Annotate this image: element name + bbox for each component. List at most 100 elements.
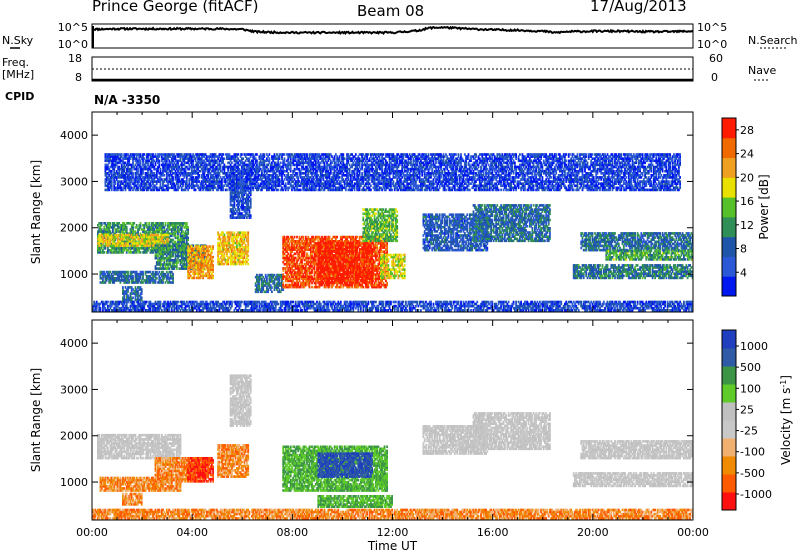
beam-title: Beam 08	[357, 2, 424, 20]
velocity-region-5	[217, 444, 249, 478]
velocity-region-8	[317, 452, 373, 478]
noise-tick-top-right: 10^5	[697, 21, 727, 34]
nave-label: Nave	[748, 64, 776, 77]
power-region-15	[573, 264, 694, 279]
power-region-16	[580, 232, 693, 251]
time-tick-6: 00:00	[677, 526, 709, 539]
velocity-frame	[92, 320, 693, 520]
velocity-colorbar-segment-6	[722, 384, 736, 403]
power-ytick-2000: 2000	[60, 222, 88, 235]
radar-summary-figure: 10^510^010^510^0 188600N/A -3350 1000200…	[0, 0, 800, 554]
time-tick-3: 12:00	[377, 526, 409, 539]
power-colorbar-segment-7	[722, 138, 736, 158]
nave-tick-bottom: 0	[711, 71, 718, 84]
velocity-colorbar-segment-2	[722, 456, 736, 475]
velocity-cells	[92, 374, 694, 519]
velocity-colorbar-segment-8	[722, 348, 736, 367]
power-colorbar-tick-28: 28	[740, 124, 754, 137]
time-tick-4: 16:00	[477, 526, 509, 539]
power-region-14	[473, 204, 551, 242]
velocity-colorbar-segment-0	[722, 492, 736, 511]
power-region-8	[255, 274, 284, 293]
velocity-colorbar-label: Velocity [m s-1]	[779, 375, 794, 465]
velocity-colorbar-segment-3	[722, 438, 736, 457]
freq-label-line2: [MHz]	[2, 68, 34, 81]
power-ytick-4000: 4000	[60, 129, 88, 142]
velocity-ytick-1000: 1000	[60, 476, 88, 489]
velocity-colorbar-segment-5	[722, 402, 736, 421]
power-colorbar-segment-8	[722, 118, 736, 138]
velocity-ytick-4000: 4000	[60, 337, 88, 350]
velocity-region-4	[187, 457, 214, 483]
power-colorbar-segment-4	[722, 197, 736, 217]
velocity-ytick-3000: 3000	[60, 383, 88, 396]
velocity-ylabel: Slant Range [km]	[29, 368, 43, 472]
velocity-colorbar-tick-2: 100	[740, 382, 761, 395]
power-colorbar-tick-16: 16	[740, 195, 754, 208]
velocity-colorbar-tick-7: -1000	[740, 488, 772, 501]
velocity-region-11	[573, 472, 694, 487]
velocity-region-12	[580, 440, 693, 459]
time-tick-1: 04:00	[176, 526, 208, 539]
noise-tick-bottom-left: 10^0	[58, 38, 88, 51]
velocity-colorbar-segment-1	[722, 474, 736, 493]
power-region-17	[605, 250, 693, 261]
power-cells	[92, 153, 694, 311]
power-colorbar-tick-4: 4	[740, 266, 747, 279]
date-title: 17/Aug/2013	[590, 0, 687, 15]
velocity-colorbar-tick-6: -500	[740, 467, 765, 480]
power-ytick-1000: 1000	[60, 268, 88, 281]
velocity-colorbar-tick-5: -100	[740, 446, 765, 459]
power-region-12	[380, 254, 406, 280]
noise-tick-top-left: 10^5	[58, 21, 88, 34]
nsky-label: N.Sky	[2, 34, 34, 47]
cpid-label: CPID	[5, 90, 34, 103]
power-ytick-3000: 3000	[60, 175, 88, 188]
time-tick-2: 08:00	[276, 526, 308, 539]
frequency-panel: 18 8 60 0 N/A -3350	[68, 52, 723, 107]
power-region-2	[100, 271, 174, 284]
velocity-region-6	[230, 374, 252, 427]
station-title: Prince George (fitACF)	[92, 0, 258, 15]
noise-panel: 10^5 10^0 10^5 10^0	[58, 21, 727, 51]
power-colorbar-segment-6	[722, 158, 736, 178]
nave-tick-top: 60	[709, 52, 723, 65]
velocity-ytick-2000: 2000	[60, 430, 88, 443]
nsky-series-line	[92, 27, 693, 33]
power-panel: 1000 2000 3000 4000 Slant Range [km]	[29, 112, 694, 312]
power-colorbar-label: Power [dB]	[757, 174, 771, 239]
velocity-region-13	[317, 495, 393, 508]
velocity-colorbar-tick-3: 25	[740, 403, 754, 416]
cpid-value: N/A -3350	[94, 93, 160, 107]
nsearch-label: N.Search	[748, 34, 798, 47]
freq-tick-top: 18	[68, 52, 82, 65]
velocity-region-10	[473, 412, 551, 450]
power-colorbar-segment-5	[722, 177, 736, 197]
power-colorbar-segment-3	[722, 217, 736, 237]
freq-tick-bottom: 8	[75, 71, 82, 84]
time-axis-label: Time UT	[367, 539, 418, 553]
velocity-region-0	[97, 434, 181, 460]
velocity-panel: 1000 2000 3000 4000 Slant Range [km] 00:00 04:…	[29, 320, 709, 553]
power-region-11	[362, 208, 398, 242]
velocity-colorbar-segment-9	[722, 330, 736, 349]
power-region-5	[187, 245, 214, 279]
velocity-colorbar-segment-4	[722, 420, 736, 439]
power-ylabel: Slant Range [km]	[29, 160, 43, 264]
power-colorbar-tick-12: 12	[740, 219, 754, 232]
velocity-region-2	[122, 493, 143, 506]
power-colorbar-tick-8: 8	[740, 243, 747, 256]
velocity-colorbar-tick-1: 500	[740, 361, 761, 374]
power-colorbar-tick-20: 20	[740, 171, 754, 184]
power-colorbar-segment-2	[722, 237, 736, 257]
power-region-6	[217, 231, 249, 265]
power-colorbar-tick-24: 24	[740, 148, 754, 161]
time-tick-5: 20:00	[577, 526, 609, 539]
velocity-colorbar-segment-7	[722, 366, 736, 385]
velocity-region-9	[423, 425, 489, 455]
noise-tick-bottom-right: 10^0	[697, 38, 727, 51]
power-colorbar-segment-0	[722, 276, 736, 296]
power-region-19	[105, 153, 682, 191]
velocity-colorbar-tick-0: 1000	[740, 340, 768, 353]
